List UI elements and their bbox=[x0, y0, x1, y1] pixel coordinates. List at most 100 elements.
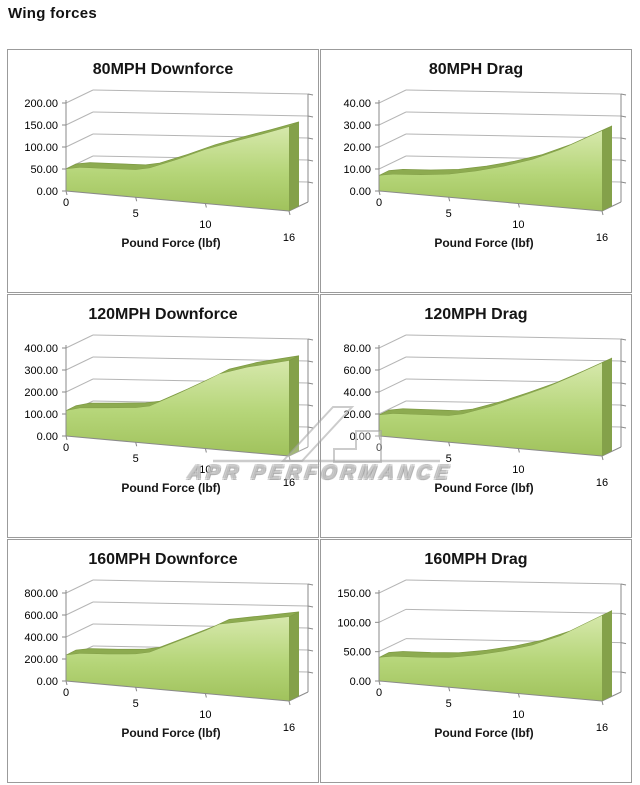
chart-panel-80mph-downforce: 0.00 50.00 100.00 150.00 200.00 0 5 10 16 80MPH … bbox=[7, 49, 319, 293]
chart-canvas: 0.00 100.00 200.00 300.00 400.00 0 5 10 16 bbox=[24, 334, 314, 489]
y-tick-label: 100.00 bbox=[24, 142, 58, 154]
area-top-band bbox=[378, 357, 613, 417]
x-tick-label: 10 bbox=[199, 709, 211, 721]
chart-title: 120MPH Downforce bbox=[88, 306, 238, 323]
x-axis-tick bbox=[378, 435, 381, 441]
x-axis-tick bbox=[135, 687, 138, 692]
chart-title: 120MPH Drag bbox=[424, 306, 528, 323]
series-axis-tick bbox=[307, 627, 314, 630]
x-axis-title: Pound Force (lbf) bbox=[121, 481, 221, 495]
x-axis-tick bbox=[448, 442, 451, 447]
y-tick-label: 200.00 bbox=[24, 654, 58, 666]
gridline-left-wall bbox=[378, 378, 407, 393]
x-axis-tick bbox=[135, 442, 138, 447]
y-tick-label: 200.00 bbox=[24, 98, 58, 110]
y-tick-label: 0.00 bbox=[350, 676, 371, 688]
gridline-back-wall bbox=[405, 579, 622, 585]
gridline-back-wall bbox=[405, 356, 622, 362]
chart-panel-80mph-drag: 0.00 10.00 20.00 30.00 40.00 0 5 10 16 80MPH Dra… bbox=[320, 49, 632, 293]
x-tick-label: 0 bbox=[63, 197, 69, 209]
x-axis-line bbox=[65, 190, 290, 212]
series-axis-tick bbox=[620, 671, 627, 674]
charts-grid: 0.00 50.00 100.00 150.00 200.00 0 5 10 16 80MPH … bbox=[7, 49, 632, 783]
x-axis-tick bbox=[601, 700, 604, 706]
series-axis-tick bbox=[307, 649, 314, 652]
gridline-back-wall bbox=[405, 111, 622, 117]
x-axis-line bbox=[378, 680, 603, 702]
x-axis-tick bbox=[204, 203, 207, 208]
y-tick-label: 100.00 bbox=[24, 409, 58, 421]
area-side-face bbox=[602, 358, 612, 456]
y-tick-label: 20.00 bbox=[343, 142, 371, 154]
y-tick-label: 600.00 bbox=[24, 610, 58, 622]
y-tick-label: 60.00 bbox=[343, 365, 371, 377]
x-axis-tick bbox=[517, 203, 520, 208]
x-tick-label: 16 bbox=[283, 232, 295, 244]
x-axis-title: Pound Force (lbf) bbox=[434, 481, 534, 495]
x-tick-label: 10 bbox=[512, 219, 524, 231]
y-tick-label: 30.00 bbox=[343, 120, 371, 132]
y-tick-label: 40.00 bbox=[343, 387, 371, 399]
gridline-left-wall bbox=[378, 133, 407, 148]
y-tick-label: 20.00 bbox=[343, 409, 371, 421]
chart-canvas: 0.00 200.00 400.00 600.00 800.00 0 5 10 16 bbox=[24, 579, 314, 734]
x-tick-label: 5 bbox=[133, 453, 139, 465]
series-axis-tick bbox=[620, 115, 627, 118]
series-axis-tick bbox=[307, 159, 314, 162]
y-tick-label: 0.00 bbox=[350, 186, 371, 198]
area-side-face bbox=[289, 355, 299, 456]
chart-canvas: 0.00 10.00 20.00 30.00 40.00 0 5 10 16 bbox=[343, 89, 627, 244]
chart-title: 80MPH Downforce bbox=[92, 61, 234, 78]
y-tick-label: 10.00 bbox=[343, 164, 371, 176]
series-axis-tick bbox=[307, 93, 314, 96]
x-tick-label: 5 bbox=[446, 453, 452, 465]
gridline-back-wall bbox=[92, 89, 309, 95]
y-tick-label: 50.00 bbox=[30, 164, 58, 176]
gridline-left-wall bbox=[65, 378, 94, 393]
gridline-left-wall bbox=[65, 111, 94, 126]
series-axis-tick bbox=[307, 137, 314, 140]
x-axis-tick bbox=[65, 190, 68, 196]
gridline-left-wall bbox=[65, 579, 94, 594]
y-tick-label: 100.00 bbox=[337, 617, 371, 629]
series-axis-tick bbox=[620, 137, 627, 140]
area-top-band bbox=[65, 611, 300, 656]
x-axis-tick bbox=[204, 693, 207, 698]
x-tick-label: 0 bbox=[63, 687, 69, 699]
x-tick-label: 5 bbox=[446, 698, 452, 710]
x-axis-tick bbox=[65, 680, 68, 686]
x-axis-tick bbox=[601, 210, 604, 216]
y-tick-label: 0.00 bbox=[37, 186, 58, 198]
gridline-back-wall bbox=[405, 608, 622, 614]
x-tick-label: 10 bbox=[199, 219, 211, 231]
x-axis-tick bbox=[601, 455, 604, 461]
y-tick-label: 0.00 bbox=[37, 676, 58, 688]
x-axis-tick bbox=[288, 700, 291, 706]
x-axis-tick bbox=[448, 197, 451, 202]
series-axis-tick bbox=[307, 382, 314, 385]
x-tick-label: 16 bbox=[283, 722, 295, 734]
area-side-face bbox=[289, 121, 299, 211]
x-tick-label: 0 bbox=[376, 197, 382, 209]
y-tick-label: 150.00 bbox=[337, 588, 371, 600]
x-axis-line bbox=[65, 435, 290, 457]
x-tick-label: 16 bbox=[283, 477, 295, 489]
x-tick-label: 10 bbox=[199, 464, 211, 476]
gridline-left-wall bbox=[378, 356, 407, 371]
chart-title: 160MPH Downforce bbox=[88, 551, 238, 568]
gridline-left-wall bbox=[65, 356, 94, 371]
floor-right-edge bbox=[288, 691, 309, 702]
y-tick-label: 0.00 bbox=[350, 431, 371, 443]
x-axis-title: Pound Force (lbf) bbox=[121, 236, 221, 250]
gridline-back-wall bbox=[405, 89, 622, 95]
x-tick-label: 5 bbox=[133, 208, 139, 220]
x-axis-tick bbox=[517, 693, 520, 698]
chart-panel-160mph-downforce: 0.00 200.00 400.00 600.00 800.00 0 5 10 16 160MP… bbox=[7, 539, 319, 783]
x-axis-tick bbox=[204, 448, 207, 453]
y-tick-label: 150.00 bbox=[24, 120, 58, 132]
gridline-back-wall bbox=[92, 579, 309, 585]
y-tick-label: 0.00 bbox=[37, 431, 58, 443]
area-series bbox=[66, 616, 289, 701]
x-axis-title: Pound Force (lbf) bbox=[121, 726, 221, 740]
gridline-left-wall bbox=[65, 89, 94, 104]
